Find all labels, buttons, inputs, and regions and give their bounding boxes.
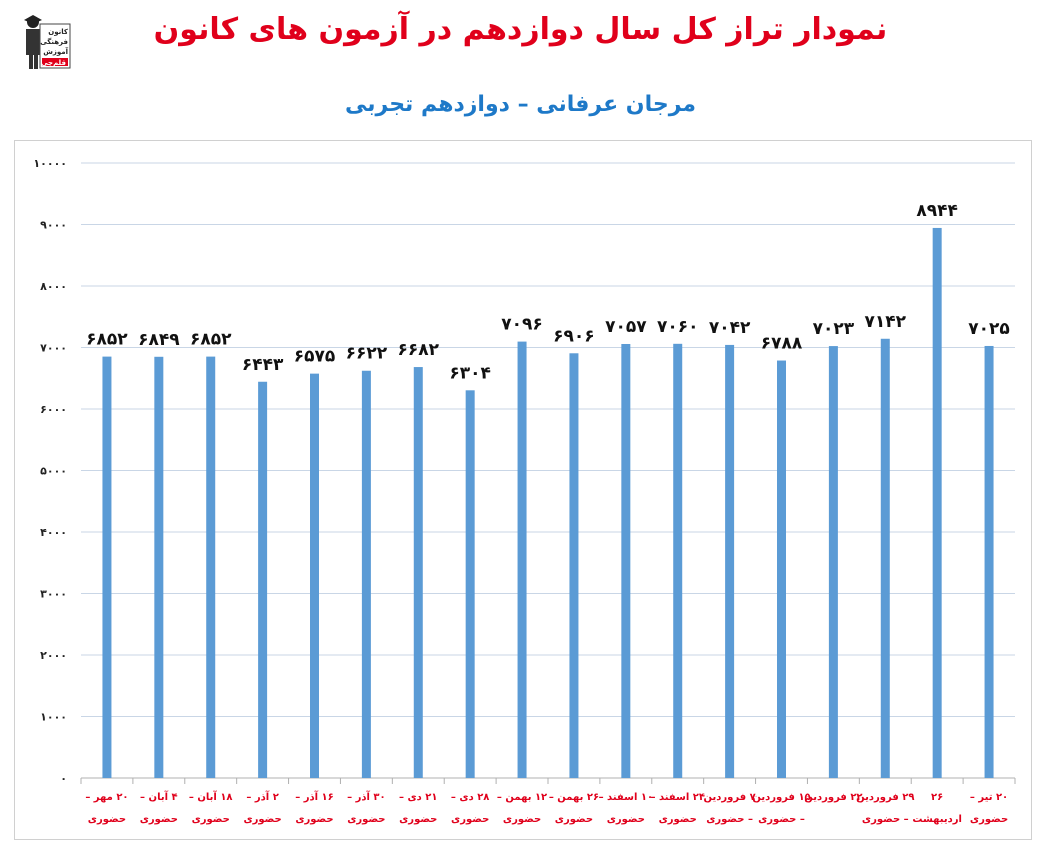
chart-area: ۰ ۱۰۰۰ ۲۰۰۰ ۳۰۰۰ ۴۰۰۰ ۵۰۰۰ ۶۰۰۰ ۷۰۰۰ ۸۰۰۰ ۹۰۰۰ ۱۰۰…	[14, 140, 1032, 840]
data-label: ۷۱۴۲	[865, 312, 907, 332]
x-tick-label-line2: حضوری	[607, 814, 645, 825]
x-tick-label-line2: – حضوری	[706, 814, 753, 825]
data-label: ۶۷۸۸	[761, 334, 803, 354]
y-tick-label: ۳۰۰۰	[40, 588, 67, 601]
bar	[984, 345, 994, 778]
bar	[569, 353, 579, 778]
x-tick-label: ۷ فروردین	[704, 792, 756, 803]
y-tick-label: ۵۰۰۰	[40, 465, 67, 478]
chart-title: نمودار تراز کل سال دوازدهم در آزمون های …	[153, 12, 888, 47]
bar	[725, 344, 735, 778]
bar	[206, 356, 216, 778]
data-label: ۷۰۶۰	[657, 317, 699, 337]
data-label: ۶۸۴۹	[138, 330, 180, 350]
data-label: ۶۸۵۲	[86, 330, 128, 350]
x-tick-label: ۱۶ آذر –	[295, 790, 334, 803]
data-label: ۶۵۷۵	[294, 347, 336, 367]
bar	[932, 227, 942, 779]
x-tick-label-line2: – حضوری	[758, 814, 805, 825]
x-tick-label-line2: – حضوری	[862, 814, 909, 825]
data-label: ۷۰۲۵	[968, 319, 1010, 339]
bar	[777, 360, 786, 778]
data-label: ۶۶۲۲	[346, 344, 388, 364]
data-label: ۷۰۹۶	[501, 315, 543, 335]
y-tick-label: ۱۰۰۰۰	[33, 157, 67, 170]
data-label: ۶۶۸۲	[398, 340, 440, 360]
x-tick-label: ۴ آبان –	[140, 790, 178, 803]
bar-chart: ۰ ۱۰۰۰ ۲۰۰۰ ۳۰۰۰ ۴۰۰۰ ۵۰۰۰ ۶۰۰۰ ۷۰۰۰ ۸۰۰۰ ۹۰۰۰ ۱۰۰…	[33, 157, 1016, 825]
bar	[828, 346, 838, 778]
x-tick-label-line2: حضوری	[295, 814, 333, 825]
data-label: ۶۳۰۴	[449, 363, 491, 383]
x-tick-label: ۲۹ فروردین	[856, 792, 914, 803]
y-tick-label: ۷۰۰۰	[40, 342, 67, 355]
data-label: ۶۸۵۲	[190, 330, 232, 350]
x-tick-label: ۲۰ تیر –	[970, 792, 1008, 803]
x-tick-label-line2: حضوری	[192, 814, 230, 825]
bar	[154, 356, 164, 778]
x-tick-label-line2: حضوری	[140, 814, 178, 825]
bar	[880, 338, 890, 778]
data-label: ۷۰۵۷	[605, 317, 647, 337]
x-tick-label: ۲۶ بهمن –	[549, 792, 599, 803]
logo-line-4: قلم‌چی	[41, 59, 66, 67]
x-tick-label-line2: حضوری	[243, 814, 281, 825]
x-tick-label-line2: حضوری	[88, 814, 126, 825]
bar	[413, 367, 423, 778]
x-tick-label-line2: حضوری	[970, 814, 1008, 825]
y-tick-label: ۰	[60, 772, 67, 785]
bar	[258, 381, 268, 778]
y-tick-label: ۶۰۰۰	[40, 403, 67, 416]
x-tick-label: ۲۶	[931, 792, 943, 803]
x-tick-label: ۱۲ بهمن –	[497, 792, 547, 803]
y-tick-label: ۸۰۰۰	[40, 280, 67, 293]
x-tick-label-line2: حضوری	[503, 814, 541, 825]
bar	[102, 356, 112, 778]
logo-line-3: آموزش	[43, 47, 68, 56]
y-tick-label: ۹۰۰۰	[40, 219, 67, 232]
data-label: ۷۰۲۳	[813, 319, 855, 339]
x-tick-label-line2: حضوری	[659, 814, 697, 825]
x-tick-label: ۱۰ اسفند –	[599, 792, 654, 803]
bar	[361, 370, 371, 778]
x-tick-label: ۲۴ اسفند –	[650, 792, 705, 803]
data-label: ۶۴۴۳	[242, 355, 284, 375]
y-tick-label: ۱۰۰۰	[40, 711, 67, 724]
x-tick-label-line2: حضوری	[347, 814, 385, 825]
x-tick-label: ۲۸ دی –	[451, 792, 489, 803]
x-tick-label: ۲۱ دی –	[399, 792, 437, 803]
data-label: ۸۹۴۴	[916, 201, 958, 221]
bar	[673, 343, 683, 778]
data-label: ۷۰۴۲	[709, 318, 751, 338]
bar	[517, 341, 527, 778]
x-tick-label-line2: حضوری	[555, 814, 593, 825]
x-tick-label: ۳۰ آذر –	[347, 790, 386, 803]
bar	[310, 373, 319, 778]
x-tick-label-line2: حضوری	[399, 814, 437, 825]
x-tick-label: ۱۵ فروردین	[752, 792, 810, 803]
data-label: ۶۹۰۶	[553, 326, 595, 346]
logo-line-1: کانون	[48, 28, 69, 36]
bar	[465, 390, 475, 778]
kanoon-logo: کانون فرهنگی آموزش قلم‌چی	[20, 10, 72, 74]
bar	[621, 343, 631, 778]
x-tick-label: ۲۲ فروردین	[804, 792, 862, 803]
x-tick-label-line2: حضوری	[451, 814, 489, 825]
x-tick-label: ۲ آذر –	[246, 790, 278, 803]
chart-subtitle: مرجان عرفانی – دوازدهم تجربی	[344, 92, 697, 117]
x-tick-label-line2: اردیبهشت	[912, 814, 962, 825]
y-tick-label: ۲۰۰۰	[40, 649, 67, 662]
logo-line-2: فرهنگی	[40, 37, 68, 46]
x-tick-label: ۲۰ مهر –	[85, 792, 128, 803]
y-tick-label: ۴۰۰۰	[40, 526, 67, 539]
x-tick-label: ۱۸ آبان –	[189, 790, 233, 803]
